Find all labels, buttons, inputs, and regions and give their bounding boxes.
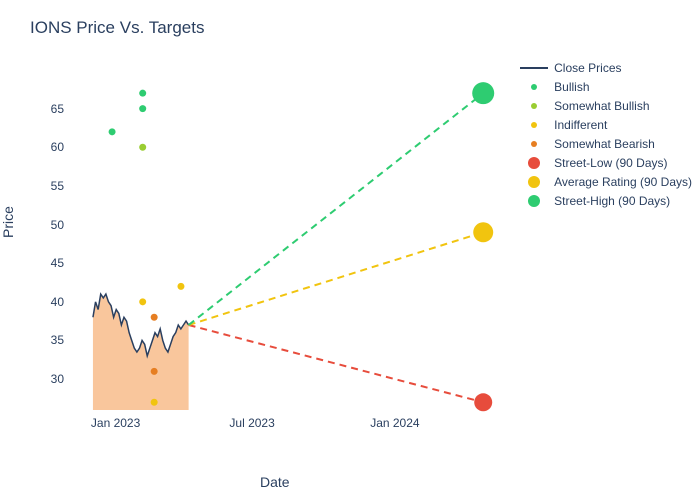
plot-area: [70, 60, 510, 450]
legend-item[interactable]: Average Rating (90 Days): [520, 172, 692, 191]
legend-item[interactable]: Close Prices: [520, 58, 692, 77]
legend-item[interactable]: Somewhat Bearish: [520, 134, 692, 153]
plot-svg: [70, 60, 510, 450]
legend-item[interactable]: Street-High (90 Days): [520, 191, 692, 210]
legend: Close PricesBullishSomewhat BullishIndif…: [520, 58, 692, 210]
legend-item[interactable]: Indifferent: [520, 115, 692, 134]
y-axis-label: Price: [0, 206, 16, 238]
legend-item[interactable]: Bullish: [520, 77, 692, 96]
chart-container: IONS Price Vs. Targets Price Date 303540…: [0, 0, 700, 500]
x-axis-label: Date: [260, 474, 290, 490]
legend-item[interactable]: Somewhat Bullish: [520, 96, 692, 115]
legend-item[interactable]: Street-Low (90 Days): [520, 153, 692, 172]
chart-title: IONS Price Vs. Targets: [30, 18, 204, 38]
